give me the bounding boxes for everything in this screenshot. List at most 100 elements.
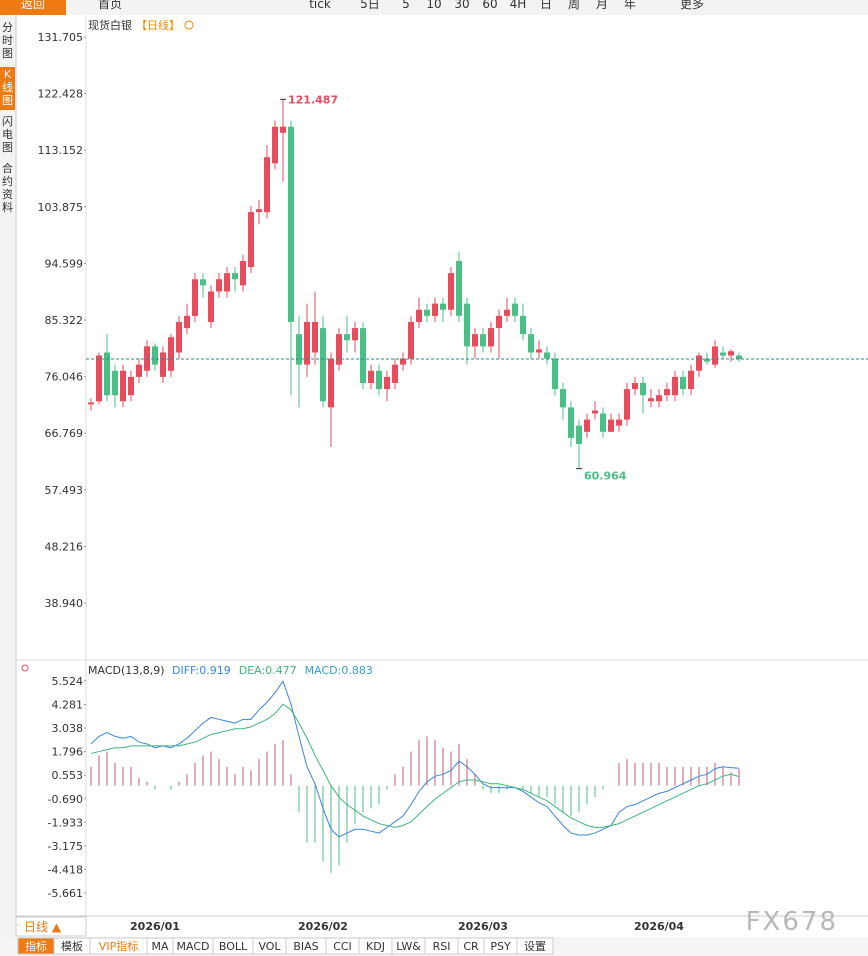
indicator-tab[interactable]: LW&	[396, 940, 421, 953]
candle-body	[448, 273, 454, 310]
toolbar-button[interactable]: 10	[426, 0, 441, 11]
indicator-tab[interactable]: 模板	[61, 939, 83, 953]
candle-body	[528, 334, 534, 353]
candle-body	[192, 279, 198, 316]
y-tick-label: 0.553	[52, 769, 84, 782]
y-tick-label: 103.875	[38, 201, 84, 214]
indicator-tab[interactable]: RSI	[433, 940, 451, 953]
indicator-tab-bg[interactable]	[516, 937, 554, 955]
candle-body	[456, 260, 462, 316]
watermark: FX678	[746, 907, 838, 937]
max-label: 121.487	[288, 93, 338, 106]
candle-body	[640, 382, 646, 396]
indicator-tab[interactable]: PSY	[490, 940, 511, 953]
candle-body	[328, 358, 334, 408]
toolbar-button[interactable]: 60	[482, 0, 497, 11]
sidebar-tab[interactable]: K 线图	[2, 68, 13, 107]
add-icon[interactable]	[184, 20, 194, 30]
sidebar-tab[interactable]: 闪电图	[2, 114, 13, 154]
candle-body	[464, 303, 470, 347]
candle-body	[120, 370, 126, 402]
toolbar-button[interactable]: tick	[309, 0, 331, 11]
y-tick-label: -4.418	[48, 863, 83, 876]
indicator-tab[interactable]: MACD	[177, 940, 210, 953]
y-tick-label: 66.769	[45, 427, 84, 440]
candle-body	[480, 334, 486, 347]
candle-body	[312, 321, 318, 353]
candle-body	[544, 352, 550, 359]
candle-body	[88, 402, 94, 405]
toolbar-button[interactable]: 4H	[510, 0, 527, 11]
candle-body	[208, 291, 214, 322]
indicator-tab[interactable]: BIAS	[293, 940, 318, 953]
y-tick-label: 85.322	[45, 314, 84, 327]
candle-body	[736, 355, 742, 360]
candle-body	[168, 337, 174, 371]
indicator-tab[interactable]: CR	[463, 940, 479, 953]
candle-body	[304, 321, 310, 365]
toolbar-button[interactable]: 月	[596, 0, 608, 11]
candle-body	[536, 349, 542, 353]
candle-body	[368, 370, 374, 383]
candle-body	[424, 309, 430, 316]
active-tab	[0, 67, 15, 110]
candle-body	[336, 334, 342, 365]
candle-body	[112, 370, 118, 396]
candle-body	[496, 315, 502, 329]
indicator-tab[interactable]: BOLL	[219, 940, 248, 953]
toolbar-button[interactable]: 30	[454, 0, 469, 11]
candle-body	[224, 273, 230, 292]
candle-body	[392, 364, 398, 383]
y-tick-label: 122.428	[38, 88, 84, 101]
candle-body	[344, 334, 350, 341]
candle-body	[352, 328, 358, 341]
y-tick-label: 48.216	[45, 540, 84, 553]
sidebar-tab[interactable]: 分时图	[2, 21, 13, 60]
candle-body	[232, 273, 238, 280]
candle-body	[376, 370, 382, 390]
toolbar-button[interactable]: 年	[624, 0, 636, 11]
candle-body	[264, 157, 270, 213]
toolbar-button[interactable]: 更多	[680, 0, 704, 11]
candle-body	[408, 321, 414, 359]
y-tick-label: 113.152	[38, 144, 84, 157]
toolbar-button[interactable]: 返回	[21, 0, 45, 11]
candle-body	[504, 309, 510, 316]
candle-body	[728, 351, 734, 356]
sidebar-tab[interactable]: 合约资料	[2, 161, 13, 214]
x-tick-label: 2026/03	[458, 920, 508, 933]
chart-title: 现货白银	[88, 18, 132, 32]
candle-body	[512, 303, 518, 316]
candle-body	[576, 425, 582, 445]
toolbar-button[interactable]: 5日	[360, 0, 380, 11]
candle-body	[672, 376, 678, 396]
indicator-tab[interactable]: MA	[151, 940, 168, 953]
min-label: 60.964	[584, 470, 627, 483]
toolbar-button[interactable]: 日	[540, 0, 552, 11]
toolbar-button[interactable]: 首页	[98, 0, 122, 11]
indicator-tab[interactable]: KDJ	[366, 940, 385, 953]
candle-body	[240, 260, 246, 286]
indicator-tab[interactable]: VOL	[258, 940, 281, 953]
toolbar-button[interactable]: 周	[568, 0, 580, 11]
indicator-tab[interactable]: VIP指标	[99, 939, 138, 953]
indicator-tab[interactable]: CCI	[333, 940, 352, 953]
candle-body	[712, 346, 718, 365]
settings-icon[interactable]	[21, 664, 29, 672]
y-tick-label: 38.940	[45, 597, 84, 610]
toolbar-button[interactable]: 5	[402, 0, 410, 11]
candle-body	[696, 355, 702, 371]
y-tick-label: 1.796	[52, 746, 84, 759]
candle-body	[320, 328, 326, 402]
candle-body	[664, 389, 670, 396]
indicator-tab[interactable]: 指标	[25, 939, 47, 953]
y-tick-label: -3.175	[48, 840, 83, 853]
candle-body	[416, 309, 422, 322]
candle-body	[624, 389, 630, 420]
candle-body	[160, 352, 166, 377]
timeframe-box[interactable]	[15, 916, 87, 937]
indicator-tab[interactable]: 设置	[524, 940, 546, 953]
timeframe-button[interactable]: 日线 ▲	[24, 920, 62, 934]
x-tick-label: 2026/02	[298, 920, 348, 933]
back-button[interactable]	[0, 0, 66, 15]
